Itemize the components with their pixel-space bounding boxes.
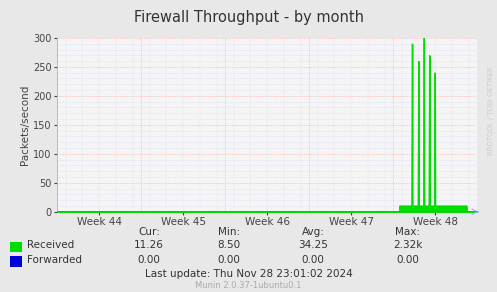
Text: RRDTOOL / TOBI OETIKER: RRDTOOL / TOBI OETIKER (488, 67, 494, 155)
Text: Cur:: Cur: (138, 227, 160, 237)
Text: 8.50: 8.50 (217, 240, 240, 250)
Text: 0.00: 0.00 (217, 255, 240, 265)
Text: 0.00: 0.00 (396, 255, 419, 265)
Text: Min:: Min: (218, 227, 240, 237)
Y-axis label: Packets/second: Packets/second (20, 85, 30, 165)
Text: Firewall Throughput - by month: Firewall Throughput - by month (134, 10, 363, 25)
Text: 11.26: 11.26 (134, 240, 164, 250)
Text: Last update: Thu Nov 28 23:01:02 2024: Last update: Thu Nov 28 23:01:02 2024 (145, 270, 352, 279)
Text: 0.00: 0.00 (302, 255, 325, 265)
Text: Forwarded: Forwarded (27, 255, 83, 265)
Text: 0.00: 0.00 (138, 255, 161, 265)
Text: 34.25: 34.25 (298, 240, 328, 250)
Text: Avg:: Avg: (302, 227, 325, 237)
Text: Munin 2.0.37-1ubuntu0.1: Munin 2.0.37-1ubuntu0.1 (195, 281, 302, 291)
Text: Max:: Max: (395, 227, 420, 237)
Text: Received: Received (27, 240, 75, 250)
Text: 2.32k: 2.32k (393, 240, 422, 250)
